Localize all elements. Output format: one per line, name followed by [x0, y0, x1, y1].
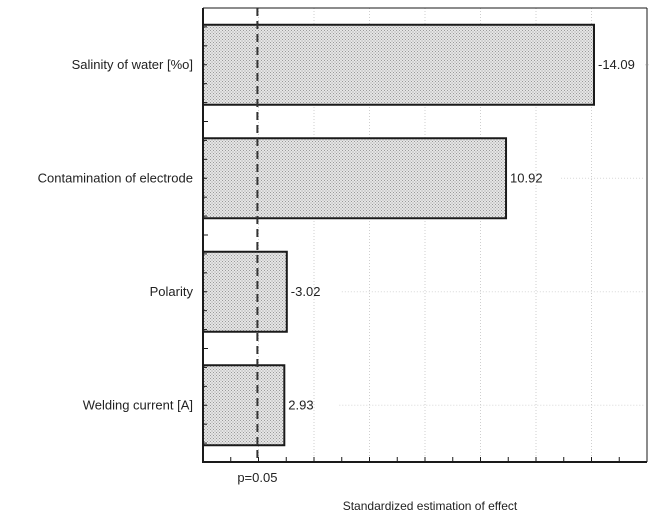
category-label: Welding current [A] — [83, 397, 193, 412]
category-label: Salinity of water [%o] — [72, 57, 193, 72]
value-label: -3.02 — [291, 284, 321, 299]
value-label: 2.93 — [288, 397, 313, 412]
bar — [202, 250, 288, 333]
axes: p=0.05 — [202, 7, 648, 485]
bar — [202, 23, 595, 106]
value-label: -14.09 — [598, 57, 635, 72]
x-axis-title: Standardized estimation of effect — [343, 499, 518, 513]
value-labels: -14.09 10.92 -3.02 2.93 — [288, 57, 635, 413]
bars — [202, 23, 595, 447]
threshold-label: p=0.05 — [237, 470, 277, 485]
value-label: 10.92 — [510, 170, 543, 185]
category-label: Polarity — [150, 284, 194, 299]
bar — [202, 364, 286, 447]
category-labels: Salinity of water [%o] Contamination of e… — [38, 57, 194, 413]
bar — [202, 137, 508, 220]
category-label: Contamination of electrode — [38, 170, 193, 185]
